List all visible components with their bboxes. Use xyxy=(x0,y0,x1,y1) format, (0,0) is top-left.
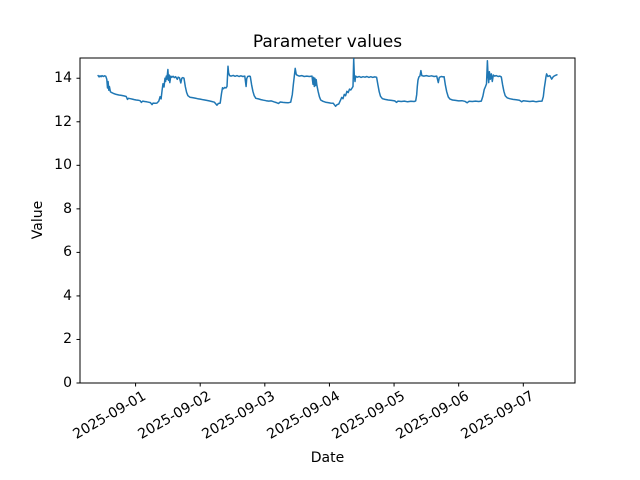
data-series-line xyxy=(97,57,558,108)
plot-frame xyxy=(79,57,576,384)
y-tick-label: 12 xyxy=(54,113,72,130)
y-tick-label: 14 xyxy=(54,70,72,87)
y-tick-label: 0 xyxy=(63,375,72,391)
y-axis-label: Value xyxy=(30,200,46,240)
y-tick-label: 6 xyxy=(63,244,72,261)
y-tick-label: 4 xyxy=(63,287,72,304)
y-tick-label: 2 xyxy=(63,331,72,348)
x-axis-label: Date xyxy=(310,450,345,466)
chart-title: Parameter values xyxy=(252,32,403,52)
y-tick-label: 10 xyxy=(54,157,72,174)
y-tick-label: 8 xyxy=(63,200,72,217)
